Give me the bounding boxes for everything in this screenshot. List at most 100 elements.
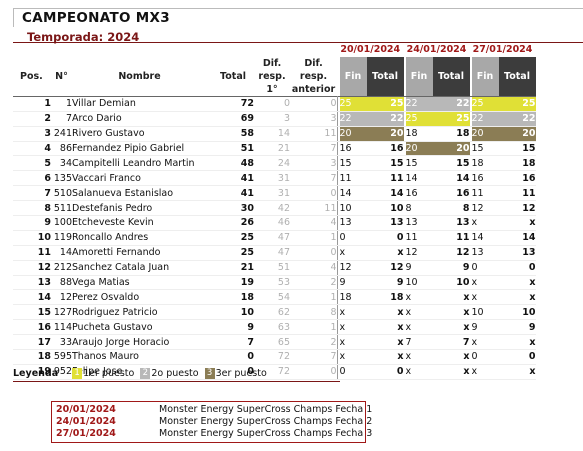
number-cell: 12 [51,289,72,306]
race-total-cell: 20 [432,141,470,157]
total-cell: 58 [207,126,254,142]
race-total-cell: 12 [366,260,404,276]
total-cell: 41 [207,170,254,187]
race-total-cell: 16 [432,185,470,202]
race-finish-cell: 11 [471,185,499,202]
table-row: 12 212 Sanchez Catala Juan 21 51 4 12 12 9 9 0 0 [13,260,536,276]
number-cell: 212 [51,260,72,276]
race-finish-cell: 8 [405,200,433,217]
number-cell: 595 [51,349,72,365]
rider-name[interactable]: Etcheveste Kevin [72,215,207,231]
race-finish-cell: x [471,275,499,291]
race-total-cell: x [432,364,470,380]
dif-prev-cell: 2 [290,334,338,351]
race-finish-cell: 12 [405,245,433,261]
col-total: Total [220,70,246,82]
rider-name[interactable]: Thanos Mauro [72,349,207,365]
pos-cell: 5 [13,155,51,172]
table-row: 18 595 Thanos Mauro 0 72 7 x x x x 0 0 [13,349,536,365]
race-total-cell: 12 [498,200,536,217]
rider-name[interactable]: Salanueva Estanislao [72,185,207,202]
race-total-cell: 25 [366,96,404,112]
rider-name[interactable]: Sanchez Catala Juan [72,260,207,276]
pos-cell: 15 [13,304,51,321]
race-total-cell: 0 [498,349,536,365]
rider-name[interactable]: Felipe Jose [72,364,207,380]
race-date-header: 24/01/2024 [406,44,467,56]
pos-cell: 1 [13,96,51,112]
race-total-cell: 15 [432,155,470,172]
race-name: Monster Energy SuperCross Champs Fecha 1 [159,404,373,415]
rider-name[interactable]: Perez Osvaldo [72,289,207,306]
race-total-cell: x [498,289,536,306]
number-cell: 510 [51,185,72,202]
table-row: 19 952 Felipe Jose 0 72 0 0 0 x x x x [13,364,536,380]
rider-name[interactable]: Villar Demian [72,96,207,112]
dif-first-cell: 14 [254,126,290,142]
legend-item-second: 2 2o puesto [140,367,199,379]
race-finish-cell: x [339,319,367,336]
dif-prev-cell: 8 [290,304,338,321]
dif-prev-cell: 0 [290,364,338,380]
pos-cell: 12 [13,260,51,276]
race-finish-cell: x [339,245,367,261]
col-dif-prev-l3: anterior [291,83,336,95]
pos-cell: 9 [13,215,51,231]
pos-cell: 6 [13,170,51,187]
rider-name[interactable]: Destefanis Pedro [72,200,207,217]
col-race3-fin: Fin [471,56,499,97]
race-finish-cell: 10 [471,304,499,321]
race-finish-cell: x [405,364,433,380]
race-total-cell: x [432,304,470,321]
race-finish-cell: 16 [339,141,367,157]
pos-cell: 17 [13,334,51,351]
race-total-cell: 22 [366,111,404,127]
race-finish-cell: 11 [339,170,367,187]
race-list-item[interactable]: 20/01/2024 Monster Energy SuperCross Cham… [56,404,372,415]
total-cell: 69 [207,111,254,127]
race-finish-cell: 18 [405,126,433,142]
rider-name[interactable]: Amoretti Fernando [72,245,207,261]
race-total-cell: x [366,304,404,321]
col-dif-first-l1: Dif. [262,57,282,69]
race-total-cell: x [366,245,404,261]
rider-name[interactable]: Rivero Gustavo [72,126,207,142]
rider-name[interactable]: Pucheta Gustavo [72,319,207,336]
race-total-cell: 0 [366,230,404,246]
race-finish-cell: 14 [471,230,499,246]
race-finish-cell: 16 [471,170,499,187]
legend-divider [13,381,340,382]
rider-name[interactable]: Roncallo Andres [72,230,207,246]
legend-label: Leyenda [13,367,59,379]
race-finish-cell: 9 [339,275,367,291]
rider-name[interactable]: Vaccari Franco [72,170,207,187]
race-total-cell: x [498,334,536,351]
dif-first-cell: 21 [254,141,290,157]
rider-name[interactable]: Arco Dario [72,111,207,127]
rider-name[interactable]: Rodriguez Patricio [72,304,207,321]
race-finish-cell: 22 [339,111,367,127]
dif-first-cell: 47 [254,245,290,261]
race-list: 20/01/2024 Monster Energy SuperCross Cham… [51,401,372,443]
race-finish-cell: 13 [339,215,367,231]
gold-swatch: 1 [72,367,83,379]
pos-cell: 2 [13,111,51,127]
rider-name[interactable]: Araujo Jorge Horacio [72,334,207,351]
race-total-cell: 0 [366,364,404,380]
race-total-cell: 15 [498,141,536,157]
rider-name[interactable]: Vega Matias [72,275,207,291]
race-list-item[interactable]: 27/01/2024 Monster Energy SuperCross Cham… [56,428,372,439]
rider-name[interactable]: Campitelli Leandro Martin [72,155,207,172]
race-finish-cell: 22 [471,111,499,127]
dif-first-cell: 3 [254,111,290,127]
standings-body: 1 1 Villar Demian 72 0 0 25 25 22 22 25 25 2 7 Arco Da… [13,96,536,380]
race-list-item[interactable]: 24/01/2024 Monster Energy SuperCross Cham… [56,416,372,427]
dif-first-cell: 72 [254,364,290,380]
race-total-cell: 20 [366,126,404,142]
dif-prev-cell: 7 [290,349,338,365]
legend-first-text: 1er puesto [83,367,135,379]
rider-name[interactable]: Fernandez Pipio Gabriel [72,141,207,157]
table-row: 7 510 Salanueva Estanislao 41 31 0 14 14 16 16 11 1… [13,185,536,202]
dif-first-cell: 65 [254,334,290,351]
total-cell: 0 [207,364,254,380]
